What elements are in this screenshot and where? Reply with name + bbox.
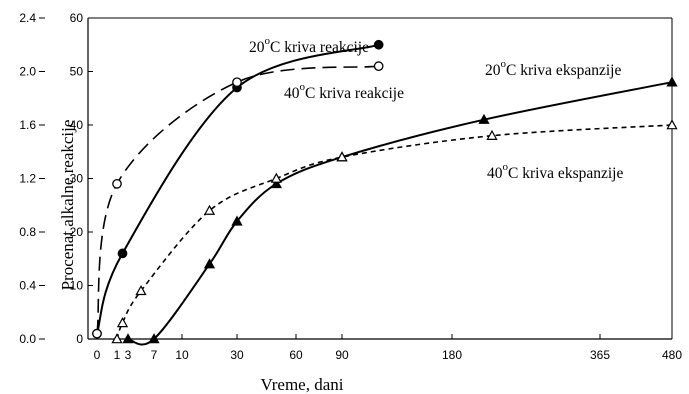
left-tick-label: 1.6: [19, 118, 36, 132]
data-point-e40: [336, 151, 348, 162]
inner-tick-label: 40: [70, 118, 84, 132]
data-point-e20: [478, 113, 490, 124]
label-20c-reaction: 20oC kriva reakcije: [249, 35, 369, 56]
x-axis: 0 1 3 7 10 30 60 90 180 365 480: [94, 334, 682, 362]
data-point-e40: [666, 119, 678, 130]
y-axis-title: Procenat alkalne reakcije: [58, 120, 77, 291]
x-tick-label: 10: [175, 348, 189, 362]
data-point-e20: [270, 178, 282, 189]
x-tick-label: 1: [114, 348, 121, 362]
x-tick-label: 30: [230, 348, 244, 362]
series-line-r40: [96, 65, 379, 334]
x-tick-label: 180: [442, 348, 462, 362]
label-40c-reaction: 40oC kriva reakcije: [284, 81, 404, 102]
series-line-r20: [96, 43, 379, 334]
data-point-e20: [666, 76, 678, 87]
data-point-e20: [231, 215, 243, 226]
left-tick-label: 1.2: [19, 172, 36, 186]
data-point-e40: [135, 285, 147, 296]
data-point-e40: [116, 317, 129, 328]
left-tick-label: 2.0: [19, 65, 36, 79]
left-tick-label: 2.4: [19, 11, 36, 25]
inner-tick-label: 60: [70, 11, 84, 25]
left-tick-label: 0.0: [19, 332, 36, 346]
left-y-axis: 0.0 0.4 0.8 1.2 1.6 2.0 2.4: [19, 11, 45, 346]
left-tick-label: 0.4: [19, 279, 36, 293]
label-40c-expansion: 40oC kriva ekspanzije: [487, 161, 623, 182]
right-y-axis: 0 10 20 30 40 50 60: [70, 11, 93, 346]
data-point-e20: [148, 333, 160, 344]
data-markers: [92, 39, 678, 344]
series-line-e40: [116, 124, 673, 340]
data-point-e20: [203, 258, 216, 269]
data-point-r20: [117, 248, 128, 259]
x-tick-label: 90: [335, 348, 349, 362]
x-axis-title: Vreme, dani: [261, 375, 344, 394]
data-point-r20: [373, 39, 384, 50]
inner-tick-label: 10: [70, 279, 84, 293]
data-point-e40: [270, 172, 282, 183]
data-point-r40: [373, 61, 384, 72]
data-point-e40: [203, 204, 216, 215]
data-point-r40: [232, 77, 242, 88]
x-tick-label: 3: [125, 348, 132, 362]
data-point-e40: [111, 333, 123, 344]
x-tick-label: 365: [590, 348, 610, 362]
data-point-e20: [122, 333, 134, 344]
data-point-r40: [112, 179, 122, 189]
x-tick-label: 60: [289, 348, 303, 362]
inner-tick-label: 30: [70, 172, 84, 186]
x-tick-label: 0: [94, 348, 101, 362]
inner-tick-label: 20: [70, 225, 84, 239]
x-tick-label: 480: [662, 348, 682, 362]
inner-tick-label: 0: [76, 332, 83, 346]
data-point-r40: [92, 328, 102, 339]
inner-tick-label: 50: [70, 65, 84, 79]
left-tick-label: 0.8: [19, 225, 36, 239]
x-tick-label: 7: [151, 348, 158, 362]
label-20c-expansion: 20oC kriva ekspanzije: [485, 58, 621, 79]
data-point-e40: [486, 129, 498, 140]
